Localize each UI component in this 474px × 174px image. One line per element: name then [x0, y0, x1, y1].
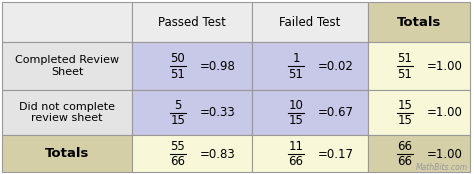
Text: 10: 10 — [289, 99, 303, 112]
Text: 66: 66 — [289, 155, 303, 168]
Text: =0.83: =0.83 — [200, 148, 236, 160]
Bar — [252, 2, 368, 42]
Text: MathBits.com: MathBits.com — [416, 163, 468, 172]
Bar — [2, 90, 132, 135]
Text: 11: 11 — [289, 140, 303, 153]
Text: 51: 51 — [171, 68, 185, 81]
Text: =0.17: =0.17 — [318, 148, 354, 160]
Text: Did not complete
review sheet: Did not complete review sheet — [19, 102, 115, 123]
Text: =0.02: =0.02 — [318, 60, 354, 73]
Text: 51: 51 — [398, 53, 412, 65]
Text: Totals: Totals — [45, 147, 89, 160]
Text: =1.00: =1.00 — [427, 60, 463, 73]
Text: 5: 5 — [174, 99, 182, 112]
Text: Totals: Totals — [397, 15, 441, 29]
Text: Failed Test: Failed Test — [279, 15, 341, 29]
Text: =0.67: =0.67 — [318, 106, 354, 120]
Text: 15: 15 — [289, 114, 303, 127]
Bar — [132, 42, 252, 90]
Bar — [2, 42, 132, 90]
Text: =0.33: =0.33 — [200, 106, 236, 120]
Text: 51: 51 — [289, 68, 303, 81]
Bar — [132, 90, 252, 135]
Text: 15: 15 — [398, 99, 412, 112]
Text: 55: 55 — [171, 140, 185, 153]
Text: 51: 51 — [398, 68, 412, 81]
Text: =1.00: =1.00 — [427, 148, 463, 160]
Bar — [2, 2, 132, 42]
Text: 15: 15 — [171, 114, 185, 127]
Bar — [252, 135, 368, 172]
Text: 66: 66 — [398, 140, 412, 153]
Bar — [368, 135, 470, 172]
Text: 1: 1 — [292, 53, 300, 65]
Text: 66: 66 — [171, 155, 185, 168]
Text: 15: 15 — [398, 114, 412, 127]
Bar — [252, 42, 368, 90]
Bar — [368, 42, 470, 90]
Text: =0.98: =0.98 — [200, 60, 236, 73]
Text: Completed Review
Sheet: Completed Review Sheet — [15, 55, 119, 77]
Text: 50: 50 — [171, 53, 185, 65]
Bar — [132, 2, 252, 42]
Bar — [368, 90, 470, 135]
Text: Passed Test: Passed Test — [158, 15, 226, 29]
Text: 66: 66 — [398, 155, 412, 168]
Text: =1.00: =1.00 — [427, 106, 463, 120]
Bar — [252, 90, 368, 135]
Bar — [2, 135, 132, 172]
Bar — [132, 135, 252, 172]
Bar — [368, 2, 470, 42]
